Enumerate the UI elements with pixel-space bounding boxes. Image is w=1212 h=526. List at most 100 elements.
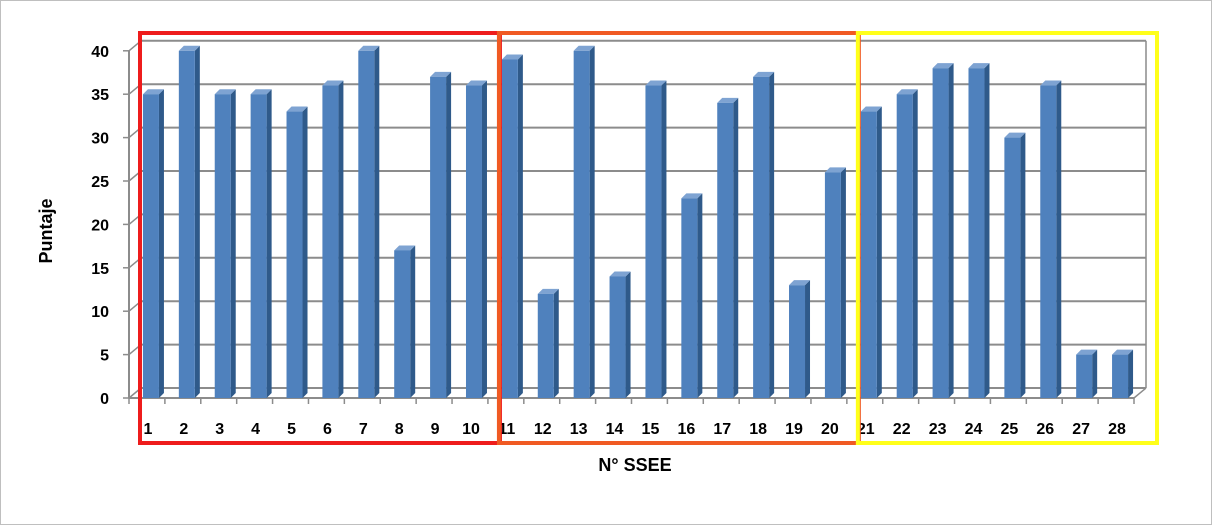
x-tick-label: 23 [929, 421, 947, 438]
bar-top [178, 45, 200, 51]
bar-18 [753, 71, 775, 398]
x-tick-label: 5 [287, 421, 296, 438]
bar-4 [250, 89, 272, 398]
bar-25 [1004, 132, 1026, 398]
bar-side [194, 45, 200, 399]
x-tick-label: 9 [431, 421, 440, 438]
bar-8 [394, 245, 416, 398]
y-tick-label: 40 [91, 44, 109, 61]
bar-front [501, 59, 518, 398]
bar-front [932, 68, 949, 398]
bar-front [717, 102, 734, 398]
bar-7 [358, 45, 380, 399]
floor-right-edge [1133, 387, 1147, 399]
x-tick-label: 17 [713, 421, 731, 438]
bar-17 [717, 97, 739, 398]
bar-top [1112, 349, 1134, 355]
bar-16 [681, 193, 703, 398]
bar-front [896, 94, 913, 398]
bar-side [1128, 349, 1134, 398]
bars [142, 45, 1134, 399]
bar-front [753, 76, 770, 398]
x-tick-label: 1 [143, 421, 152, 438]
y-tick-label: 30 [91, 131, 109, 148]
bar-side [984, 63, 990, 398]
bar-front [789, 285, 806, 398]
bar-11 [501, 54, 523, 398]
bar-side [410, 245, 416, 398]
x-tick-label: 2 [179, 421, 188, 438]
bar-side [481, 80, 487, 399]
bar-top [322, 80, 344, 86]
bar-top [645, 80, 667, 86]
bar-top [214, 89, 236, 95]
bar-side [230, 89, 236, 398]
bar-top [932, 63, 954, 69]
bar-top [501, 54, 523, 60]
x-tick-label: 3 [215, 421, 224, 438]
bar-front [178, 50, 195, 399]
bar-side [589, 45, 595, 399]
bar-side [266, 89, 272, 398]
bar-side [158, 89, 164, 398]
bar-front [430, 76, 447, 398]
bar-top [968, 63, 990, 69]
x-tick-label: 13 [570, 421, 588, 438]
bar-28 [1112, 349, 1134, 398]
bar-front [968, 68, 985, 398]
bar-side [805, 280, 811, 398]
bar-side [374, 45, 380, 399]
x-tick-label: 26 [1036, 421, 1054, 438]
bar-top [1040, 80, 1062, 86]
bar-front [860, 111, 877, 398]
bar-26 [1040, 80, 1062, 399]
x-axis-title: N° SSEE [598, 455, 671, 475]
bar-top [358, 45, 380, 51]
x-tick-label: 15 [642, 421, 660, 438]
bar-side [1020, 132, 1026, 398]
x-tick-label: 22 [893, 421, 911, 438]
bar-front [250, 94, 267, 398]
x-tick-label: 21 [857, 421, 875, 438]
bar-top [573, 45, 595, 51]
bar-top [430, 71, 452, 77]
bar-top [394, 245, 416, 251]
group-box-3 [855, 31, 1159, 445]
bar-front [573, 50, 590, 399]
y-tick-label: 0 [100, 391, 109, 408]
x-tick-label: 18 [749, 421, 767, 438]
bar-side [661, 80, 667, 399]
x-tick-label: 4 [251, 421, 260, 438]
y-tick-label: 15 [91, 261, 109, 278]
bar-top [465, 80, 487, 86]
x-tick-label: 11 [498, 421, 515, 438]
bar-top [537, 288, 559, 294]
group-highlight-boxes [138, 31, 1159, 445]
bar-side [912, 89, 918, 398]
bar-21 [860, 106, 882, 398]
bar-front [286, 111, 303, 398]
bar-top [286, 106, 308, 112]
bar-24 [968, 63, 990, 398]
bar-front [609, 276, 626, 398]
bar-side [302, 106, 308, 398]
bar-1 [142, 89, 164, 398]
x-tick-label: 25 [1000, 421, 1018, 438]
x-tick-label: 6 [323, 421, 332, 438]
bar-top [824, 167, 846, 173]
bar-front [142, 94, 159, 398]
bar-side [840, 167, 846, 398]
bar-side [876, 106, 882, 398]
bar-front [645, 85, 662, 399]
x-tick-label: 19 [785, 421, 803, 438]
y-tick-label: 25 [91, 174, 109, 191]
x-tick-label: 27 [1072, 421, 1090, 438]
bar-22 [896, 89, 918, 398]
x-tick-label: 12 [534, 421, 552, 438]
bar-10 [465, 80, 487, 399]
bar-13 [573, 45, 595, 399]
bar-side [1092, 349, 1098, 398]
bar-14 [609, 271, 631, 398]
x-tick-label: 16 [677, 421, 695, 438]
